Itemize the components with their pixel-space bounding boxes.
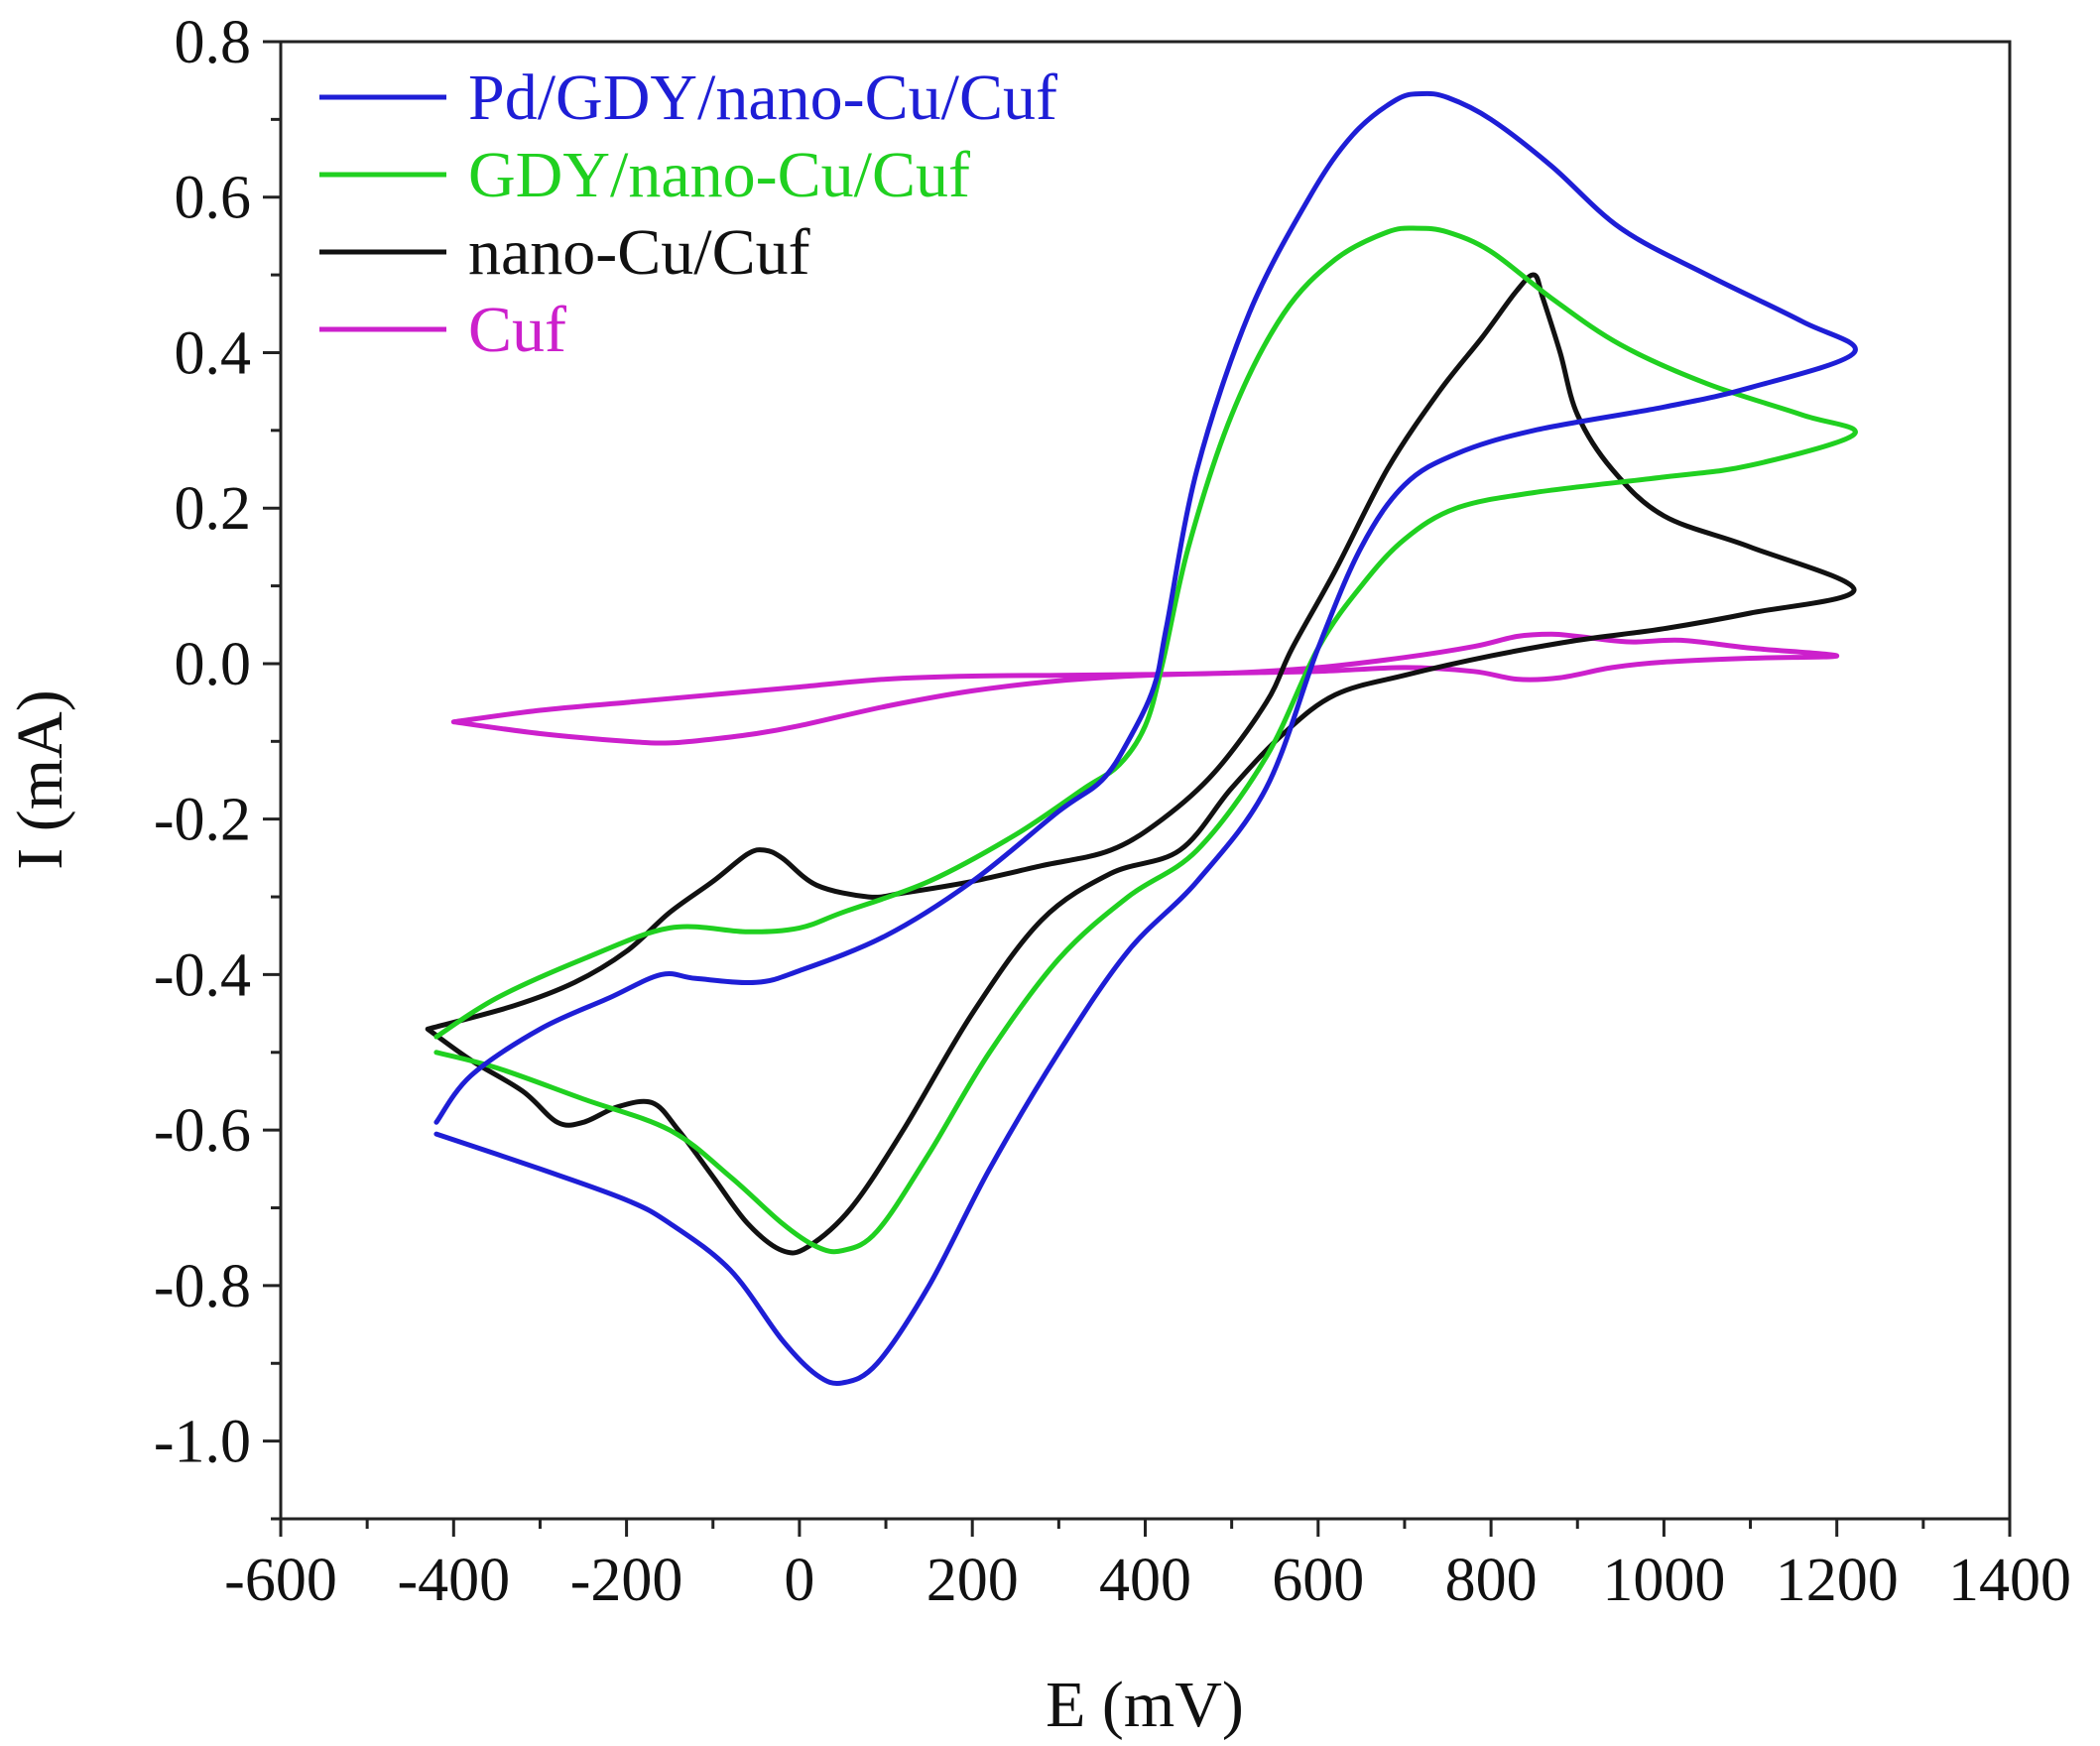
x-tick-label: 800	[1445, 1547, 1538, 1614]
legend-label: nano-Cu/Cuf	[468, 216, 810, 289]
x-tick-label: 0	[784, 1547, 814, 1614]
x-tick-label: 400	[1099, 1547, 1191, 1614]
y-tick-label: -0.4	[154, 941, 251, 1009]
legend-label: GDY/nano-Cu/Cuf	[468, 139, 970, 211]
x-tick-label: 200	[926, 1547, 1019, 1614]
x-tick-label: 600	[1272, 1547, 1364, 1614]
legend: Pd/GDY/nano-Cu/CufGDY/nano-Cu/Cufnano-Cu…	[319, 62, 1057, 366]
series-line-3	[450, 631, 1840, 746]
x-axis-ticks: -600 -400 -200 0 200 400 600 800 1000 1200 1400	[224, 1519, 2071, 1614]
y-tick-label: 0.0	[175, 631, 252, 698]
y-tick-label: -0.8	[154, 1253, 251, 1320]
x-tick-label: 1200	[1776, 1547, 1899, 1614]
x-tick-label: 1000	[1602, 1547, 1725, 1614]
x-axis-title: E (mV)	[1046, 1669, 1244, 1741]
y-tick-label: 0.6	[175, 165, 252, 232]
y-tick-label: -0.6	[154, 1097, 251, 1165]
series-line-2	[425, 272, 1857, 1256]
y-axis-ticks: 0.8 0.6 0.4 0.2 0.0 -0.2 -0.4 -0.6 -0.8 -1.0	[154, 9, 281, 1521]
series-line-0	[433, 90, 1858, 1386]
y-tick-label: 0.4	[175, 319, 252, 387]
y-tick-label: 0.8	[175, 9, 252, 76]
y-tick-label: -0.2	[154, 787, 251, 854]
y-tick-label: -1.0	[154, 1409, 251, 1476]
x-tick-label: -200	[570, 1547, 683, 1614]
x-tick-label: -600	[224, 1547, 337, 1614]
series-line-1	[433, 225, 1858, 1255]
legend-label: Pd/GDY/nano-Cu/Cuf	[468, 62, 1057, 134]
y-axis-title: I (mA)	[4, 689, 76, 869]
y-tick-label: 0.2	[175, 475, 252, 543]
x-tick-label: -400	[397, 1547, 510, 1614]
legend-label: Cuf	[468, 294, 566, 366]
x-tick-label: 1400	[1948, 1547, 2071, 1614]
series-curves	[425, 90, 1858, 1386]
